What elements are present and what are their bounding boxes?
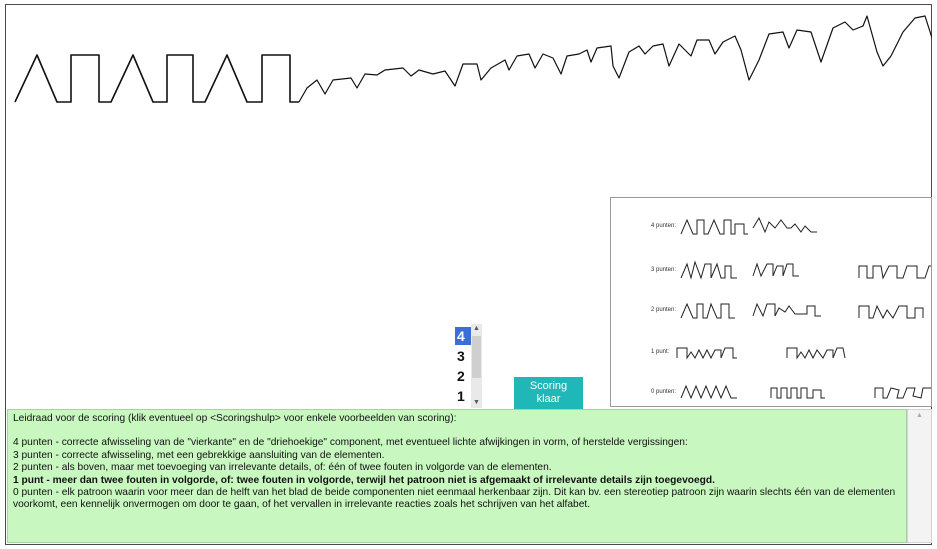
score-listbox[interactable]: 4 3 2 1 ▲ ▼: [452, 324, 482, 408]
pattern-example-icon: [676, 347, 846, 360]
score-option-2[interactable]: 2: [457, 368, 465, 384]
pattern-example-icon: [680, 260, 931, 280]
handwritten-zigzag-pattern-icon: [14, 15, 932, 103]
example-label: 0 punten:: [651, 389, 677, 395]
scroll-up-icon[interactable]: ▲: [473, 325, 480, 332]
pattern-example-icon: [680, 216, 817, 235]
score-option-4[interactable]: 4: [455, 327, 471, 345]
guide-line-3: 3 punten - correcte afwisseling, met een…: [13, 449, 385, 461]
example-label: 1 punt:: [651, 349, 670, 355]
guide-line-4: 4 punten - correcte afwisseling van de "…: [13, 437, 688, 449]
scroll-down-icon[interactable]: ▼: [473, 399, 480, 406]
example-row: 2 punten:: [611, 298, 931, 322]
score-option-3[interactable]: 3: [457, 348, 465, 364]
example-row: 4 punten:: [611, 214, 931, 238]
guide-line-1: 1 punt - meer dan twee fouten in volgord…: [13, 474, 715, 486]
example-row: 0 punten:: [611, 380, 931, 404]
example-label: 4 punten:: [651, 223, 677, 229]
score-option-1[interactable]: 1: [457, 388, 465, 404]
scrollbar-thumb[interactable]: [472, 336, 481, 378]
scoring-done-button[interactable]: Scoring klaar: [514, 377, 583, 409]
guide-intro: Leidraad voor de scoring (klik eventueel…: [13, 413, 457, 424]
guide-line-2: 2 punten - als boven, maar met toevoegin…: [13, 462, 552, 474]
example-row: 3 punten:: [611, 258, 931, 282]
example-row: 1 punt:: [611, 340, 931, 364]
example-label: 2 punten:: [651, 307, 677, 313]
guide-line-0: 0 punten - elk patroon waarin voor meer …: [13, 487, 896, 511]
score-listbox-scrollbar[interactable]: ▲ ▼: [471, 324, 482, 408]
example-label: 3 punten:: [651, 267, 677, 273]
scoring-done-line2: klaar: [536, 393, 561, 405]
scoring-done-line1: Scoring: [529, 380, 568, 392]
pattern-example-icon: [680, 384, 931, 400]
scroll-up-icon[interactable]: ▲: [916, 412, 923, 419]
guide-scrollbar[interactable]: ▲: [907, 409, 932, 543]
scoring-guide-textbox[interactable]: Leidraad voor de scoring (klik eventueel…: [7, 409, 907, 543]
pattern-example-icon: [680, 302, 924, 320]
scoring-examples-panel: 4 punten: 3 punten: 2 punten: 1 punt: 0 …: [610, 197, 932, 407]
